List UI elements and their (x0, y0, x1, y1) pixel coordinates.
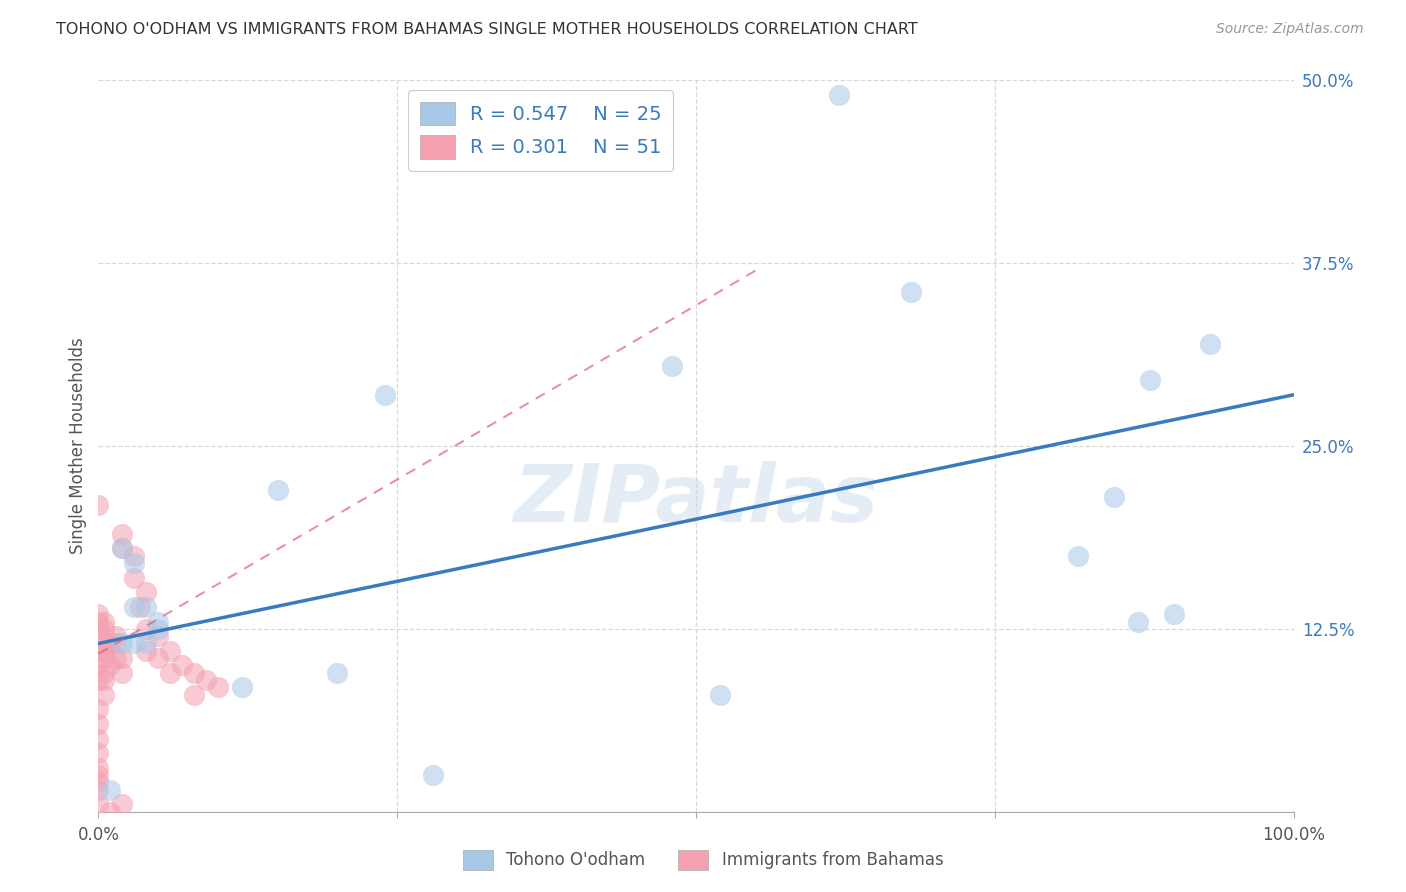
Point (129, 599, 152, 614)
Point (135, 599, 157, 614)
Point (124, 556, 146, 570)
Point (1067, 549, 1090, 563)
Point (183, 665, 205, 680)
Point (105, 629, 128, 643)
Point (1163, 607, 1185, 622)
Point (87, 717, 110, 731)
Point (159, 644, 181, 658)
Point (172, 658, 194, 673)
Point (124, 599, 146, 614)
Point (1128, 615, 1150, 629)
Point (87, 775, 110, 789)
Point (1199, 336, 1222, 351)
Point (87, 702, 110, 716)
Point (148, 629, 170, 643)
Point (159, 665, 181, 680)
Point (135, 622, 157, 636)
Point (124, 549, 146, 563)
Text: ZIPatlas: ZIPatlas (513, 460, 879, 539)
Point (267, 483, 290, 497)
Point (93, 644, 115, 658)
Point (111, 526, 134, 541)
Point (87, 615, 110, 629)
Point (124, 636, 146, 650)
Point (93, 688, 115, 702)
Point (93, 651, 115, 665)
Point (87, 673, 110, 687)
Point (93, 636, 115, 650)
Point (105, 651, 128, 665)
Point (135, 644, 157, 658)
Legend: Tohono O'odham, Immigrants from Bahamas: Tohono O'odham, Immigrants from Bahamas (456, 843, 950, 877)
Point (87, 498, 110, 512)
Point (195, 673, 218, 687)
Point (183, 688, 205, 702)
Text: Source: ZipAtlas.com: Source: ZipAtlas.com (1216, 22, 1364, 37)
Point (87, 731, 110, 746)
Point (828, 87, 851, 102)
Point (1104, 490, 1126, 504)
Point (98, 658, 122, 673)
Point (148, 615, 170, 629)
Point (87, 797, 110, 812)
Point (93, 615, 115, 629)
Point (124, 571, 146, 585)
Point (93, 665, 115, 680)
Y-axis label: Single Mother Households: Single Mother Households (69, 338, 87, 554)
Point (87, 658, 110, 673)
Point (374, 388, 396, 402)
Point (87, 622, 110, 636)
Point (111, 541, 134, 556)
Point (1139, 373, 1161, 387)
Legend: R = 0.547    N = 25, R = 0.301    N = 51: R = 0.547 N = 25, R = 0.301 N = 51 (408, 90, 673, 170)
Point (326, 665, 349, 680)
Point (111, 541, 134, 556)
Point (87, 607, 110, 622)
Point (111, 665, 134, 680)
Point (87, 768, 110, 782)
Point (87, 761, 110, 775)
Point (422, 768, 444, 782)
Point (661, 359, 683, 373)
Point (93, 673, 115, 687)
Point (87, 644, 110, 658)
Point (135, 585, 157, 599)
Point (87, 782, 110, 797)
Point (231, 681, 253, 695)
Point (148, 651, 170, 665)
Point (207, 681, 229, 695)
Point (98, 636, 122, 650)
Point (135, 636, 157, 650)
Point (111, 651, 134, 665)
Point (111, 636, 134, 650)
Point (709, 688, 731, 702)
Point (98, 782, 122, 797)
Point (148, 622, 170, 636)
Point (87, 629, 110, 643)
Point (93, 622, 115, 636)
Text: TOHONO O'ODHAM VS IMMIGRANTS FROM BAHAMAS SINGLE MOTHER HOUSEHOLDS CORRELATION C: TOHONO O'ODHAM VS IMMIGRANTS FROM BAHAMA… (56, 22, 918, 37)
Point (900, 285, 922, 300)
Point (111, 797, 134, 812)
Point (87, 746, 110, 760)
Point (98, 805, 122, 819)
Point (105, 636, 128, 650)
